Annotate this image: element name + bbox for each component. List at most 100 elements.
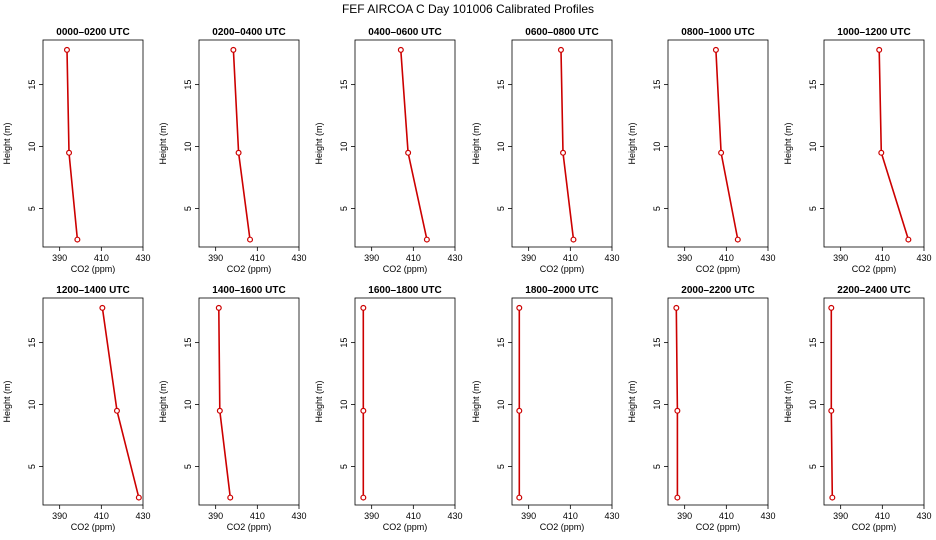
y-tick-label: 5 xyxy=(652,206,662,211)
data-point xyxy=(215,304,222,311)
data-point xyxy=(557,46,564,53)
y-tick-label: 10 xyxy=(496,142,506,152)
profile-line xyxy=(232,49,251,240)
panel-title: 0400–0600 UTC xyxy=(368,27,441,38)
panel-title: 1600–1800 UTC xyxy=(368,285,441,296)
data-point xyxy=(674,407,681,414)
x-axis-label: CO2 (ppm) xyxy=(540,522,585,532)
x-axis-label: CO2 (ppm) xyxy=(383,264,428,274)
panel-5: 0800–1000 UTC 390 410 430 5 10 15 CO2 (ppm) Heig… xyxy=(627,27,776,274)
panel-10: 1800–2000 UTC 390 410 430 5 10 15 CO2 (ppm) Heig… xyxy=(471,285,620,532)
x-axis-label: CO2 (ppm) xyxy=(71,522,116,532)
x-tick-label: 430 xyxy=(760,253,775,263)
x-tick-label: 410 xyxy=(94,511,109,521)
panel-title: 0600–0800 UTC xyxy=(525,27,598,38)
y-axis-label: Height (m) xyxy=(314,122,324,164)
data-point xyxy=(570,236,577,243)
data-point xyxy=(227,494,234,501)
profile-line xyxy=(101,307,140,498)
plot-frame xyxy=(511,39,613,248)
panel-title: 2200–2400 UTC xyxy=(837,285,910,296)
plot-frame xyxy=(823,39,925,248)
x-tick-label: 390 xyxy=(364,511,379,521)
profile-line xyxy=(400,49,428,240)
data-point xyxy=(829,494,836,501)
y-tick-label: 5 xyxy=(652,464,662,469)
x-tick-label: 390 xyxy=(833,511,848,521)
y-tick-label: 15 xyxy=(339,338,349,348)
y-tick-label: 10 xyxy=(808,400,818,410)
data-point xyxy=(99,304,106,311)
panel-title: 0800–1000 UTC xyxy=(681,27,754,38)
data-point xyxy=(712,46,719,53)
data-point xyxy=(423,236,430,243)
plot-frame xyxy=(511,297,613,506)
data-point xyxy=(360,304,367,311)
plot-frame xyxy=(667,39,769,248)
plot-frame xyxy=(198,297,300,506)
data-point xyxy=(905,236,912,243)
x-tick-label: 410 xyxy=(94,253,109,263)
y-tick-label: 10 xyxy=(339,142,349,152)
y-axis-label: Height (m) xyxy=(2,122,12,164)
x-axis-label: CO2 (ppm) xyxy=(696,522,741,532)
x-tick-label: 410 xyxy=(719,511,734,521)
panel-title: 0200–0400 UTC xyxy=(212,27,285,38)
data-point xyxy=(878,149,885,156)
y-axis-label: Height (m) xyxy=(783,122,793,164)
x-tick-label: 430 xyxy=(291,511,306,521)
plot-frame xyxy=(42,297,144,506)
data-point xyxy=(397,46,404,53)
x-axis-label: CO2 (ppm) xyxy=(540,264,585,274)
x-tick-label: 430 xyxy=(291,253,306,263)
x-tick-label: 410 xyxy=(406,511,421,521)
y-tick-label: 15 xyxy=(808,338,818,348)
profile-line xyxy=(715,49,739,240)
x-tick-label: 430 xyxy=(604,511,619,521)
y-tick-label: 5 xyxy=(183,464,193,469)
x-tick-label: 430 xyxy=(135,511,150,521)
data-point xyxy=(216,407,223,414)
plot-frame xyxy=(667,297,769,506)
y-tick-label: 15 xyxy=(183,80,193,90)
x-tick-label: 410 xyxy=(719,253,734,263)
x-tick-label: 390 xyxy=(208,511,223,521)
data-point xyxy=(828,407,835,414)
x-tick-label: 390 xyxy=(52,511,67,521)
x-tick-label: 430 xyxy=(135,253,150,263)
y-tick-label: 5 xyxy=(27,206,37,211)
y-tick-label: 15 xyxy=(27,80,37,90)
y-tick-label: 15 xyxy=(808,80,818,90)
x-tick-label: 410 xyxy=(406,253,421,263)
panel-6: 1000–1200 UTC 390 410 430 5 10 15 CO2 (ppm) Heig… xyxy=(783,27,932,274)
y-axis-label: Height (m) xyxy=(783,380,793,422)
x-axis-label: CO2 (ppm) xyxy=(383,522,428,532)
y-tick-label: 10 xyxy=(183,400,193,410)
panel-title: 1800–2000 UTC xyxy=(525,285,598,296)
panel-title: 0000–0200 UTC xyxy=(56,27,129,38)
profile-line xyxy=(830,307,834,498)
x-tick-label: 430 xyxy=(916,253,931,263)
y-axis-label: Height (m) xyxy=(158,380,168,422)
plot-frame xyxy=(42,39,144,248)
y-tick-label: 5 xyxy=(808,464,818,469)
panels: 0000–0200 UTC 390 410 430 5 10 15 CO2 (ppm) Heig… xyxy=(2,27,932,532)
x-axis-label: CO2 (ppm) xyxy=(227,264,272,274)
x-axis-label: CO2 (ppm) xyxy=(71,264,116,274)
y-tick-label: 5 xyxy=(27,464,37,469)
y-tick-label: 15 xyxy=(652,338,662,348)
y-tick-label: 5 xyxy=(339,206,349,211)
data-point xyxy=(828,304,835,311)
data-point xyxy=(63,46,70,53)
profile-line xyxy=(878,49,910,240)
panel-1: 0000–0200 UTC 390 410 430 5 10 15 CO2 (ppm) Heig… xyxy=(2,27,151,274)
x-tick-label: 390 xyxy=(677,253,692,263)
data-point xyxy=(235,149,242,156)
x-tick-label: 390 xyxy=(208,253,223,263)
x-tick-label: 430 xyxy=(447,253,462,263)
profile-line xyxy=(66,49,79,240)
y-tick-label: 5 xyxy=(496,464,506,469)
panel-title: 1200–1400 UTC xyxy=(56,285,129,296)
panel-title: 2000–2200 UTC xyxy=(681,285,754,296)
panel-11: 2000–2200 UTC 390 410 430 5 10 15 CO2 (ppm) Heig… xyxy=(627,285,776,532)
